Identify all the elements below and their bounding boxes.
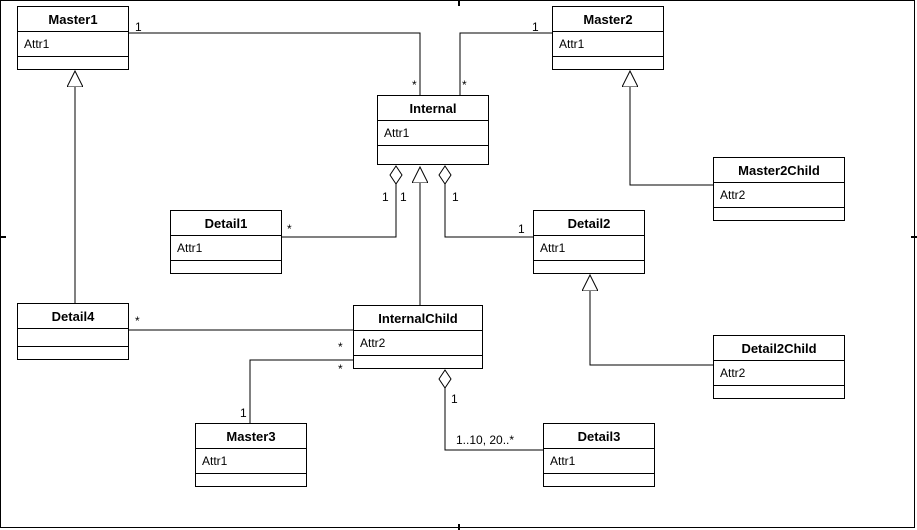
class-attr: Attr1 [553, 32, 663, 57]
class-title: Detail2Child [714, 336, 844, 361]
class-attr: Attr1 [378, 121, 488, 146]
tick-left [0, 236, 6, 238]
class-ops [196, 474, 306, 486]
class-title: InternalChild [354, 306, 482, 331]
class-title: Master2 [553, 7, 663, 32]
class-ops [378, 146, 488, 164]
class-ops [18, 57, 128, 69]
class-attr: Attr1 [544, 449, 654, 474]
label-m2-star: * [462, 78, 467, 92]
class-detail4: Detail4 [17, 303, 129, 360]
label-m1-1: 1 [135, 20, 142, 34]
label-m2-1: 1 [532, 20, 539, 34]
class-title: Detail4 [18, 304, 128, 329]
class-title: Detail2 [534, 211, 644, 236]
class-attr: Attr1 [171, 236, 281, 261]
class-ops [714, 208, 844, 220]
class-internalchild: InternalChild Attr2 [353, 305, 483, 369]
class-attr: Attr2 [354, 331, 482, 356]
class-master2: Master2 Attr1 [552, 6, 664, 70]
class-ops [534, 261, 644, 273]
class-title: Detail1 [171, 211, 281, 236]
class-title: Internal [378, 96, 488, 121]
tick-right [911, 236, 917, 238]
class-master2child: Master2Child Attr2 [713, 157, 845, 221]
class-title: Master1 [18, 7, 128, 32]
class-detail1: Detail1 Attr1 [170, 210, 282, 274]
class-ops [354, 356, 482, 368]
label-d1-1b: 1 [400, 190, 407, 204]
class-title: Master2Child [714, 158, 844, 183]
label-d4-starb: * [338, 340, 343, 354]
class-attr: Attr1 [196, 449, 306, 474]
class-detail2child: Detail2Child Attr2 [713, 335, 845, 399]
tick-top [458, 0, 460, 6]
class-detail2: Detail2 Attr1 [533, 210, 645, 274]
diagram-frame [0, 0, 915, 528]
tick-bottom [458, 524, 460, 530]
label-m1-star: * [412, 78, 417, 92]
class-master1: Master1 Attr1 [17, 6, 129, 70]
label-d1-1: 1 [382, 190, 389, 204]
class-title: Master3 [196, 424, 306, 449]
class-attr: Attr2 [714, 361, 844, 386]
label-d2-11: 1 [518, 222, 525, 236]
class-attr: Attr2 [714, 183, 844, 208]
class-ops [544, 474, 654, 486]
class-ops [553, 57, 663, 69]
label-d3-mult: 1..10, 20..* [456, 433, 514, 447]
label-m3-1: 1 [240, 406, 247, 420]
class-internal: Internal Attr1 [377, 95, 489, 165]
class-ops [171, 261, 281, 273]
label-m3-star: * [338, 362, 343, 376]
class-attr [18, 329, 128, 347]
label-d3-1: 1 [451, 392, 458, 406]
class-ops [18, 347, 128, 359]
class-attr: Attr1 [18, 32, 128, 57]
class-master3: Master3 Attr1 [195, 423, 307, 487]
label-d1-star: * [287, 222, 292, 236]
class-title: Detail3 [544, 424, 654, 449]
class-detail3: Detail3 Attr1 [543, 423, 655, 487]
label-d2-1: 1 [452, 190, 459, 204]
class-ops [714, 386, 844, 398]
class-attr: Attr1 [534, 236, 644, 261]
label-d4-star: * [135, 314, 140, 328]
